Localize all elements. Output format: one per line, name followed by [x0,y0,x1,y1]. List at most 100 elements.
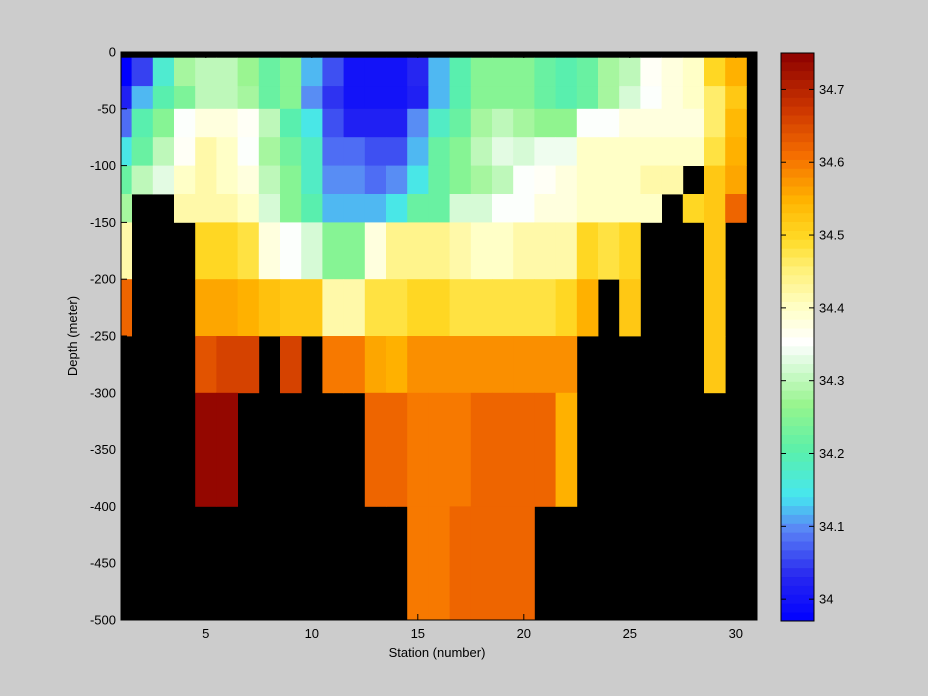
heatmap-cell [428,86,450,110]
heatmap-cell [386,222,408,280]
heatmap-cell [322,194,344,223]
heatmap-cell [258,57,281,87]
colorbar-segment [781,558,814,569]
heatmap-cell [121,108,132,138]
heatmap-cell [131,57,154,87]
heatmap-cell [682,57,705,87]
heatmap-cell [576,222,599,280]
heatmap-cell [619,222,641,280]
heatmap-cell [364,137,387,166]
heatmap-cell [492,336,514,394]
heatmap-cell [640,57,662,87]
colorbar-segment [781,612,814,622]
heatmap-cell [322,165,344,195]
heatmap-cell [280,108,302,138]
heatmap-cell [301,194,323,223]
heatmap-cell [555,194,578,223]
heatmap-cell [343,222,366,280]
heatmap-cell [555,279,578,337]
heatmap-cell [449,279,472,337]
colorbar-segment [781,186,814,196]
colorbar-segment [781,97,814,107]
y-axis-label: Depth (meter) [65,296,80,376]
colorbar-segment [781,354,814,365]
heatmap-cell [343,194,366,223]
heatmap-cell [449,392,472,507]
heatmap-cell [343,336,366,394]
heatmap-cell [280,194,302,223]
heatmap-cell [258,222,281,280]
heatmap-cell [513,137,535,166]
colorbar-segment [781,345,814,356]
heatmap-cell [174,108,196,138]
heatmap-cell [576,57,599,87]
heatmap-cell [322,137,344,166]
colorbar-segment [781,195,814,205]
y-tick-label: -350 [90,442,116,457]
colorbar-segment [781,283,814,294]
heatmap-cell [301,57,323,87]
heatmap-cell [216,86,238,110]
colorbar-tick-label: 34.1 [819,519,844,534]
y-tick-label: -500 [90,613,116,628]
colorbar-segment [781,434,814,444]
heatmap-cell [640,86,662,110]
colorbar-segment [781,106,814,116]
heatmap-cell [216,108,238,138]
x-tick-label: 30 [729,626,743,641]
colorbar-segment [781,479,814,489]
heatmap-cell [555,336,578,394]
heatmap-cell [492,194,514,223]
heatmap-cell [258,108,281,138]
heatmap-cell [195,222,217,280]
heatmap-cell [195,137,217,166]
heatmap-cell [364,392,387,507]
heatmap-cell [725,57,747,87]
heatmap-cell [449,165,472,195]
heatmap-cell [534,392,556,507]
heatmap-cell [470,137,493,166]
colorbar-segment [781,230,814,240]
heatmap-cell [619,108,641,138]
heatmap-cell [407,86,429,110]
heatmap-cell [131,137,154,166]
heatmap-cell [301,165,323,195]
colorbar-segment [781,319,814,329]
colorbar-segment [781,567,814,578]
y-tick-label: -50 [97,101,116,116]
heatmap-cell [216,336,238,394]
heatmap-cell [152,86,175,110]
heatmap-cell [428,279,450,337]
heatmap-cell [449,108,472,138]
heatmap-cell [407,57,429,87]
colorbar-segment [781,115,814,125]
x-tick-label: 25 [623,626,637,641]
colorbar-segment [781,79,814,89]
heatmap-cell [576,86,599,110]
heatmap-cell [428,222,450,280]
heatmap-cell [195,165,217,195]
heatmap-cell [258,165,281,195]
heatmap-cell [121,86,132,110]
heatmap-cell [407,506,429,621]
heatmap-cell [513,108,535,138]
heatmap-cell [364,57,387,87]
colorbar-segment [781,53,814,63]
heatmap-cell [195,336,217,394]
heatmap-cell [619,194,641,223]
heatmap-cell [725,165,747,195]
heatmap-cell [513,86,535,110]
heatmap-cell [534,86,556,110]
heatmap-cell [216,279,238,337]
heatmap-cell [492,222,514,280]
heatmap-cell [704,194,726,223]
heatmap-cell [195,57,217,87]
colorbar-segment [781,141,814,152]
heatmap-cell [428,336,450,394]
x-axis-label: Station (number) [389,645,486,660]
heatmap-cell [682,137,705,166]
heatmap-cell [121,222,132,280]
heatmap-cell [449,86,472,110]
y-tick-label: -200 [90,272,116,287]
heatmap-cell [534,222,556,280]
